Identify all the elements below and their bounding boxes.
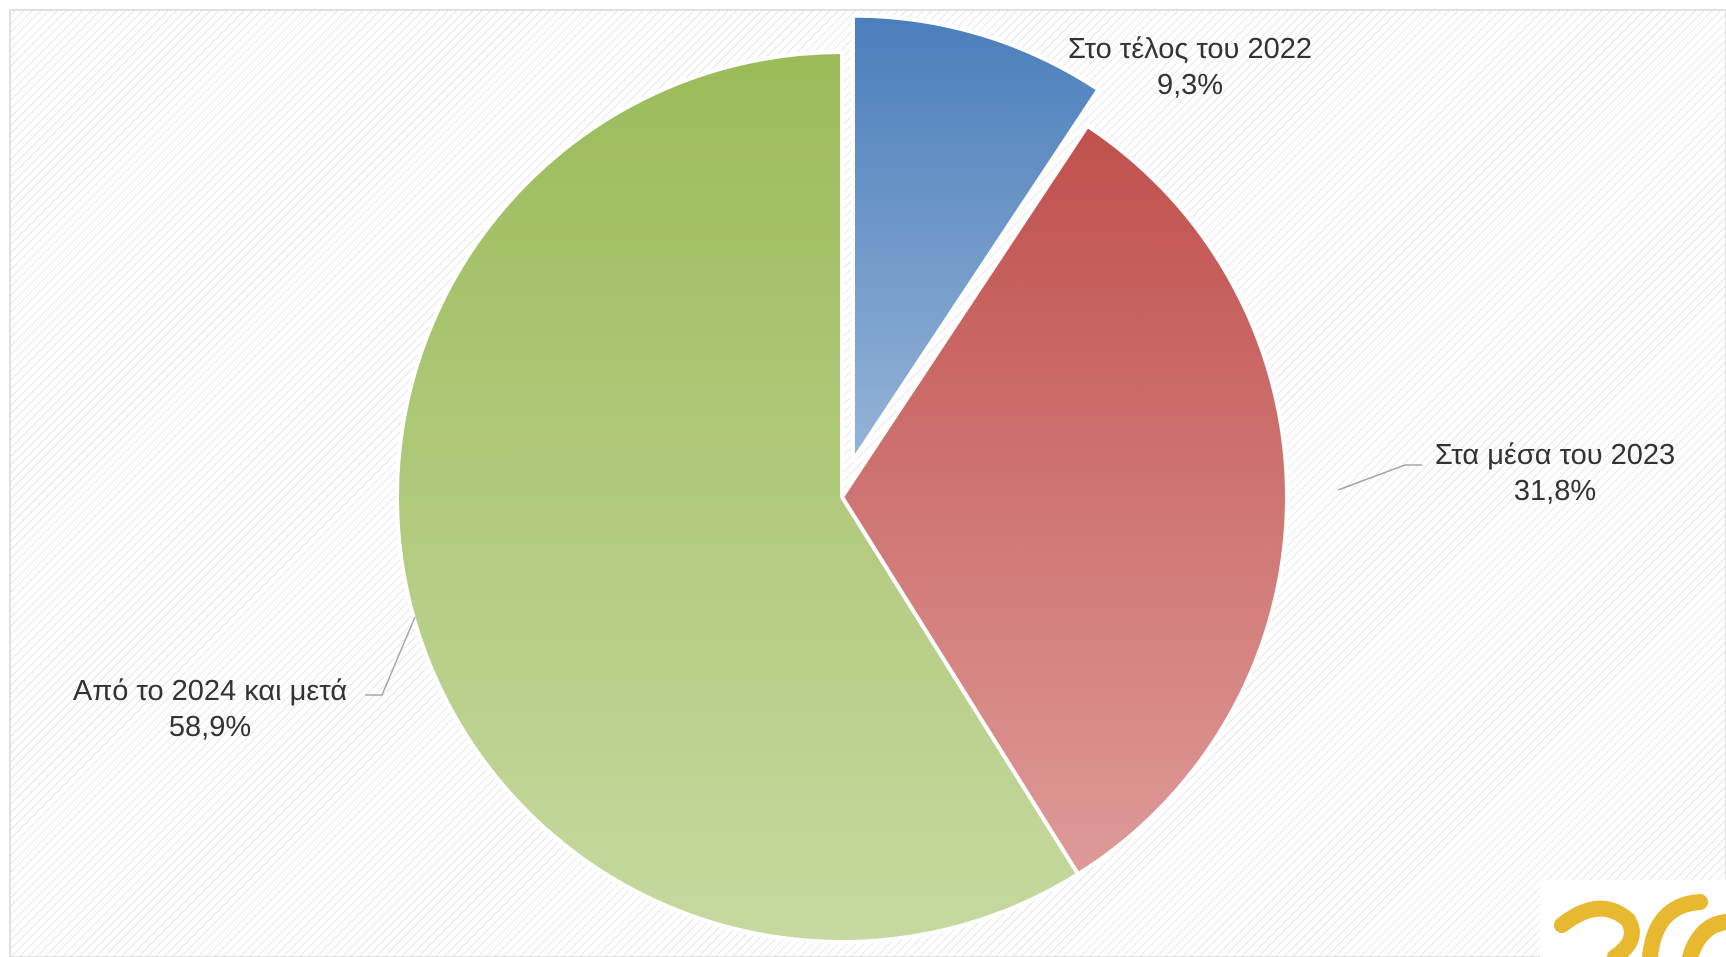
slice-value-label: 58,9% bbox=[169, 711, 251, 743]
slice-value-label: 9,3% bbox=[1157, 69, 1223, 101]
slice-category-label: Από το 2024 και μετά bbox=[73, 675, 347, 707]
slices-layer bbox=[395, 13, 1289, 944]
slice-data-label: Στα μέσα του 2023 31,8% bbox=[1435, 439, 1675, 507]
labels-layer: Στο τέλος του 2022 9,3% Στα μέσα του 2023 3… bbox=[73, 33, 1675, 743]
logo bbox=[1540, 880, 1726, 957]
pie-slice bbox=[840, 123, 1289, 877]
slice-data-label: Στο τέλος του 2022 9,3% bbox=[1068, 33, 1312, 101]
leaders-layer bbox=[365, 464, 1422, 696]
slice-category-label: Στο τέλος του 2022 bbox=[1068, 33, 1312, 65]
pie-slice bbox=[850, 13, 1101, 463]
leader-line bbox=[365, 616, 416, 696]
slice-value-label: 31,8% bbox=[1514, 475, 1596, 507]
slice-data-label: Από το 2024 και μετά 58,9% bbox=[73, 675, 347, 743]
slice-category-label: Στα μέσα του 2023 bbox=[1435, 439, 1675, 471]
leader-line bbox=[1337, 464, 1422, 491]
